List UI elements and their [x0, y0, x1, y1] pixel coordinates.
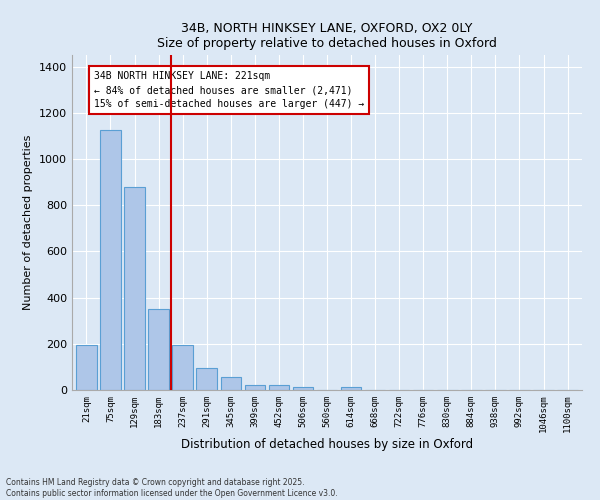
Bar [196, 368, 217, 390]
Bar [293, 386, 313, 390]
Bar [341, 387, 361, 390]
Bar [269, 386, 289, 390]
X-axis label: Distribution of detached houses by size in Oxford: Distribution of detached houses by size … [181, 438, 473, 451]
Text: 34B NORTH HINKSEY LANE: 221sqm
← 84% of detached houses are smaller (2,471)
15% : 34B NORTH HINKSEY LANE: 221sqm ← 84% of … [94, 71, 364, 109]
Bar [100, 130, 121, 390]
Bar [221, 376, 241, 390]
Text: Contains HM Land Registry data © Crown copyright and database right 2025.
Contai: Contains HM Land Registry data © Crown c… [6, 478, 338, 498]
Bar [76, 345, 97, 390]
Title: 34B, NORTH HINKSEY LANE, OXFORD, OX2 0LY
Size of property relative to detached h: 34B, NORTH HINKSEY LANE, OXFORD, OX2 0LY… [157, 22, 497, 50]
Bar [172, 345, 193, 390]
Bar [124, 186, 145, 390]
Y-axis label: Number of detached properties: Number of detached properties [23, 135, 34, 310]
Bar [148, 309, 169, 390]
Bar [245, 385, 265, 390]
